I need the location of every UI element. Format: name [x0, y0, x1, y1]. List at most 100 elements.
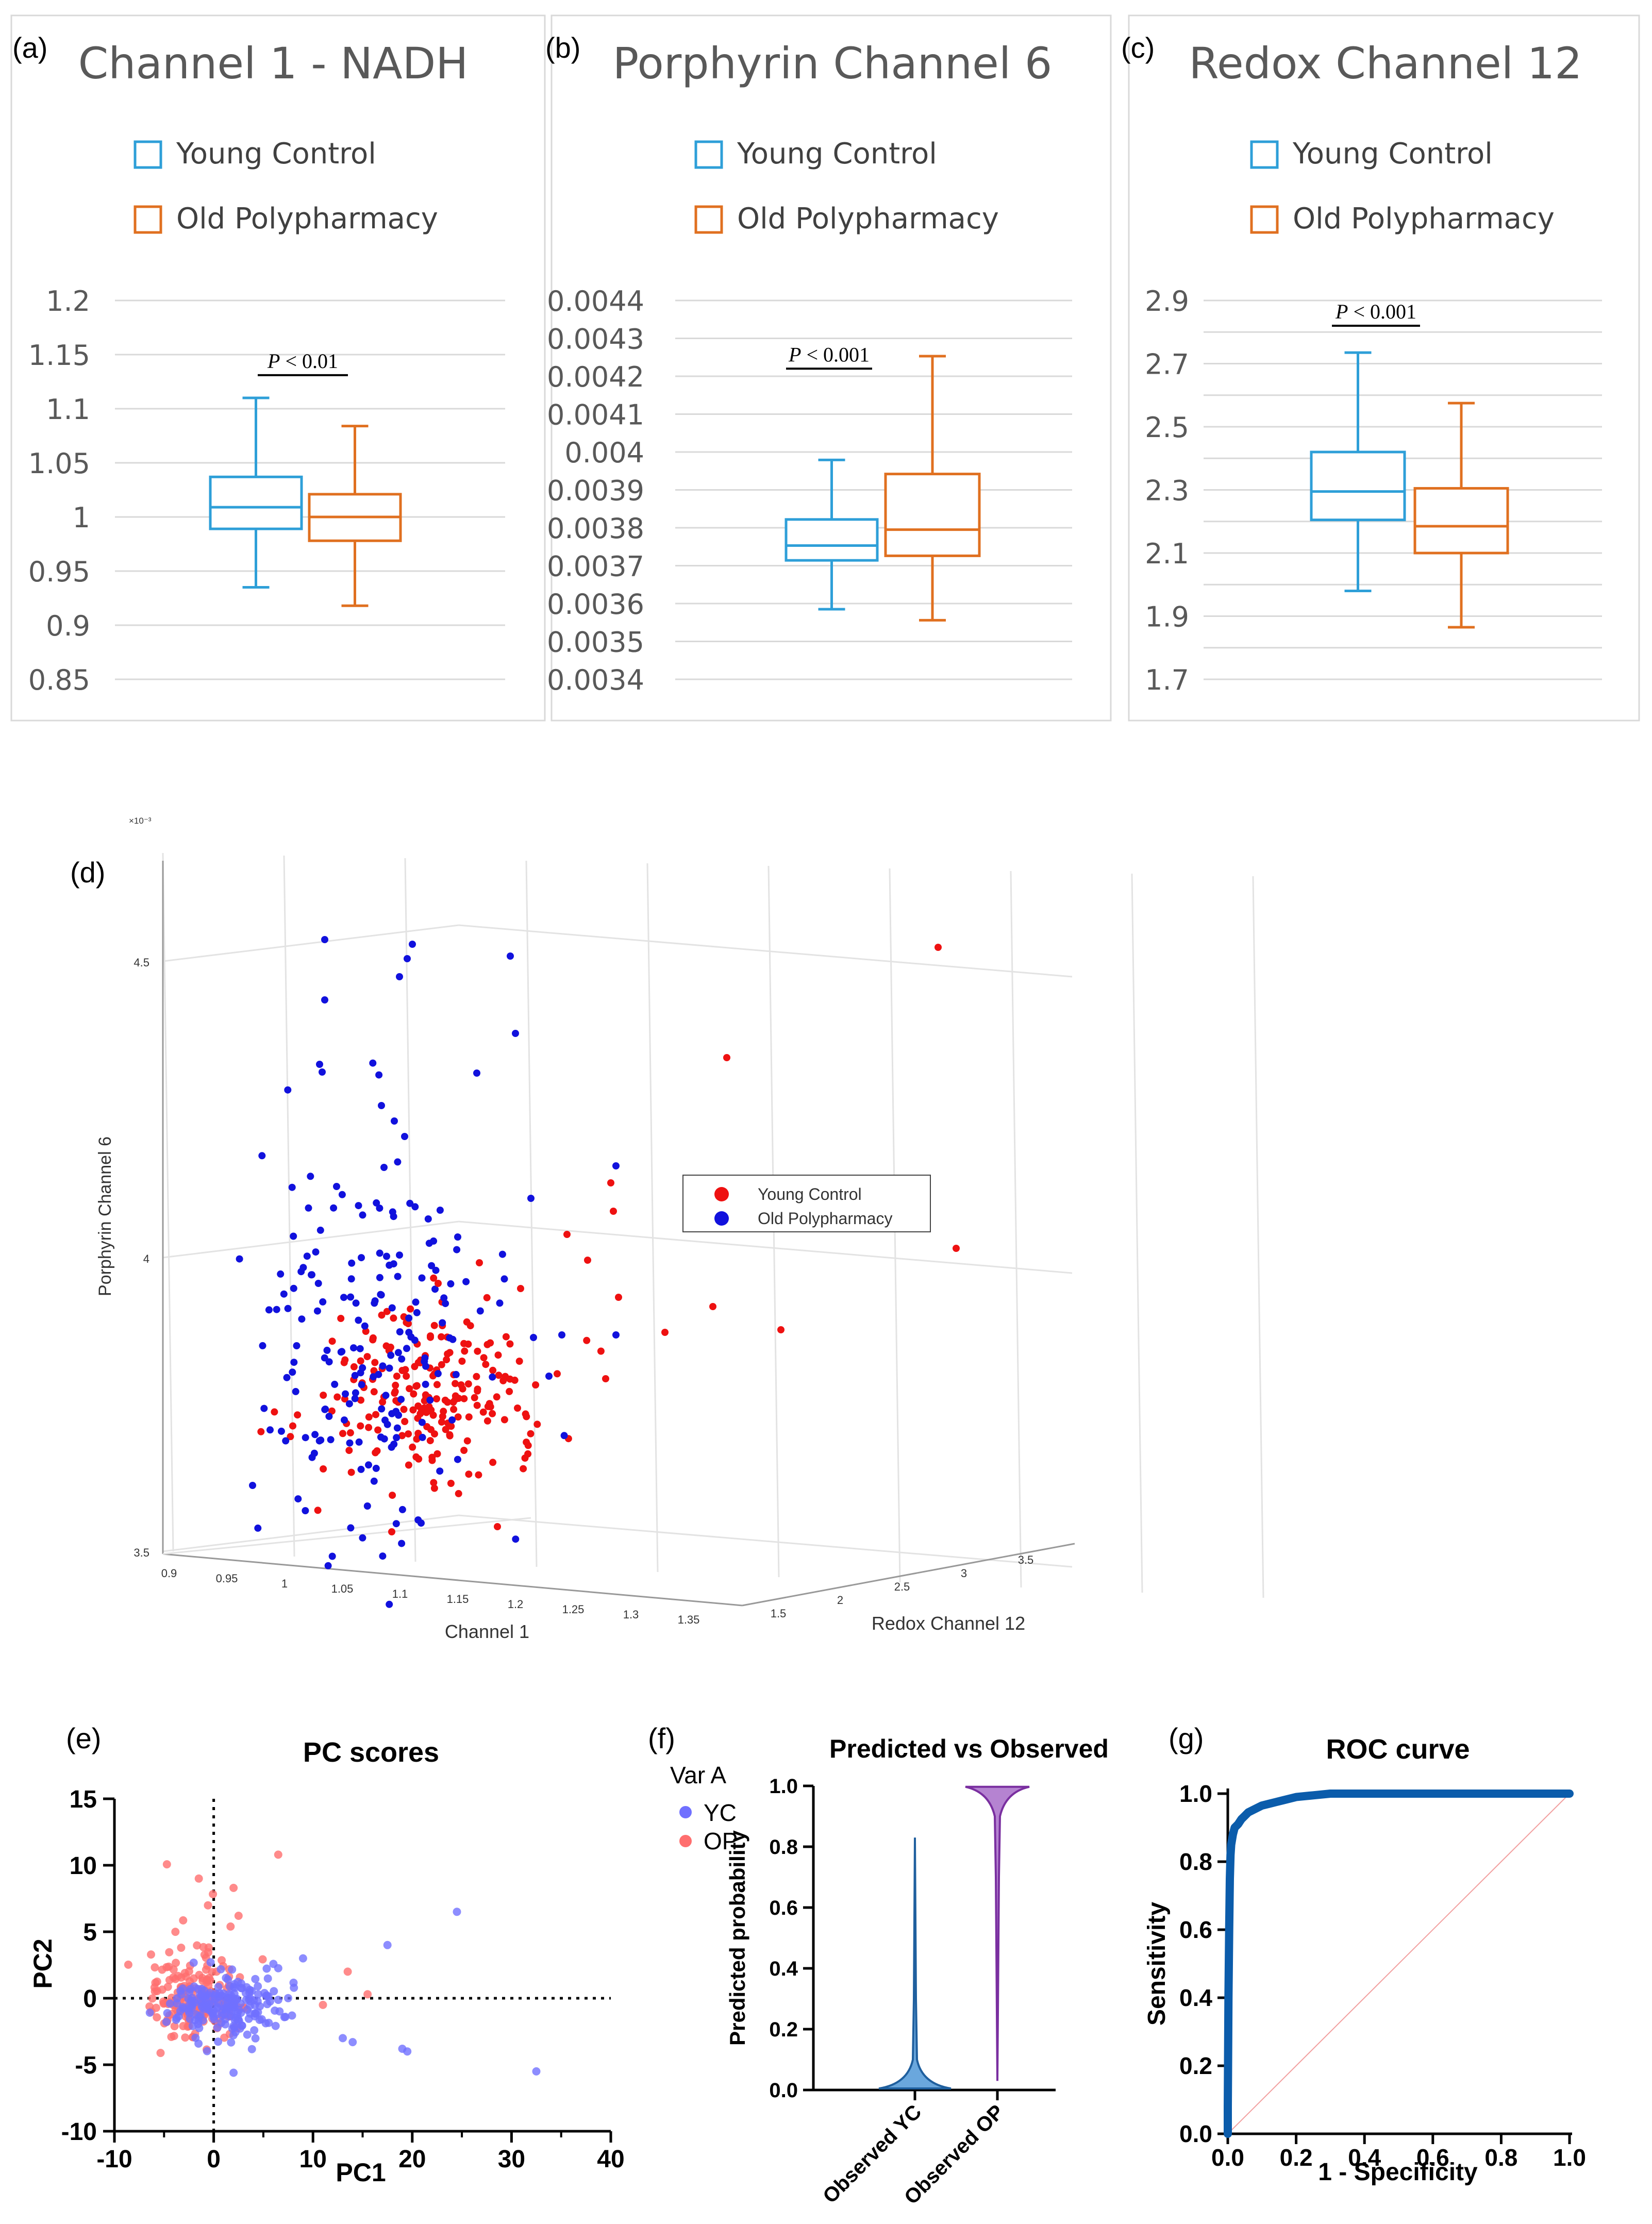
point-old-polypharmacy: [284, 1305, 292, 1312]
box-old: [884, 473, 981, 557]
point-old-polypharmacy: [277, 1270, 285, 1278]
chart-title: Channel 1 - NADH: [78, 38, 469, 89]
chart-title: Porphyrin Channel 6: [613, 38, 1053, 89]
point-young-control: [489, 1366, 497, 1374]
point-young-control: [328, 1337, 336, 1345]
point-old-polypharmacy: [390, 1213, 397, 1220]
point-old-polypharmacy: [358, 1381, 365, 1389]
point-old-polypharmacy: [355, 1438, 363, 1446]
point-yc: [186, 1985, 195, 1994]
y-tick-label: 0.0043: [547, 323, 644, 356]
legend-label: Young Control: [1292, 137, 1493, 171]
point-old-polypharmacy: [452, 1370, 460, 1378]
point-old-polypharmacy: [345, 1400, 353, 1408]
point-old-polypharmacy: [351, 1372, 359, 1379]
point-young-control: [333, 1393, 341, 1401]
point-old-polypharmacy: [424, 1215, 432, 1223]
point-young-control: [458, 1358, 466, 1365]
z-tick-label: 3.5: [134, 1546, 149, 1559]
point-old-polypharmacy: [369, 1059, 377, 1067]
box-chart-c: Redox Channel 12 Young Control Old Polypha…: [1145, 38, 1602, 696]
point-old-polypharmacy: [378, 1102, 385, 1109]
point-op: [208, 1968, 216, 1977]
point-old-polypharmacy: [317, 1436, 325, 1444]
point-young-control: [610, 1208, 617, 1215]
point-yc: [265, 1997, 274, 2006]
point-old-polypharmacy: [258, 1152, 266, 1160]
point-young-control: [433, 1450, 441, 1458]
point-yc: [260, 1988, 269, 1997]
point-young-control: [463, 1437, 471, 1445]
y-tick-label: 3.5: [1018, 1553, 1034, 1566]
point-yc: [162, 2017, 171, 2026]
legend-swatch-young: [1250, 140, 1279, 169]
point-op: [194, 1874, 203, 1883]
point-old-polypharmacy: [379, 1552, 387, 1560]
point-yc: [191, 2033, 200, 2042]
point-young-control: [423, 1423, 431, 1430]
point-old-polypharmacy: [311, 1431, 319, 1439]
point-op: [177, 1944, 186, 1952]
point-yc: [270, 1987, 278, 1996]
point-young-control: [289, 1422, 296, 1430]
point-young-control: [615, 1294, 622, 1301]
p-italic: P: [1335, 300, 1348, 323]
point-old-polypharmacy: [314, 1280, 322, 1287]
panel-a-frame: [10, 14, 546, 722]
point-yc: [255, 2016, 264, 2024]
z-tick-label: 4.5: [134, 956, 149, 969]
point-yc: [228, 2025, 237, 2033]
point-young-control: [464, 1380, 472, 1388]
point-young-control: [403, 1373, 410, 1380]
point-old-polypharmacy: [418, 1274, 426, 1282]
point-old-polypharmacy: [397, 1396, 405, 1403]
point-young-control: [935, 944, 942, 951]
point-yc: [263, 1974, 272, 1983]
point-young-control: [494, 1523, 501, 1530]
point-op: [147, 1950, 155, 1959]
point-young-control: [406, 1385, 413, 1393]
point-young-control: [460, 1447, 468, 1454]
x-tick-label: 1.05: [331, 1582, 354, 1595]
panel-label-c: (c): [1121, 31, 1155, 64]
y-axis-line: [742, 1543, 1075, 1607]
point-old-polypharmacy: [392, 1520, 400, 1528]
y-tick-label: 0.0037: [547, 550, 644, 583]
grid-line: [162, 924, 459, 962]
point-yc: [211, 1995, 220, 2003]
point-old-polypharmacy: [319, 1068, 326, 1076]
point-young-control: [953, 1245, 960, 1252]
point-old-polypharmacy: [386, 1600, 393, 1608]
legend-label: Young Control: [758, 1185, 862, 1203]
point-op: [181, 2033, 190, 2042]
point-old-polypharmacy: [290, 1359, 298, 1366]
point-yc: [205, 2006, 214, 2015]
point-old-polypharmacy: [436, 1467, 444, 1475]
point-young-control: [378, 1311, 386, 1319]
y-tick-label: -5: [75, 2052, 97, 2079]
point-old-polypharmacy: [355, 1316, 362, 1324]
panel-label-d: (d): [70, 856, 105, 889]
grid-line: [283, 855, 295, 1557]
point-old-polypharmacy: [254, 1524, 262, 1532]
point-young-control: [400, 1406, 408, 1413]
point-young-control: [401, 1418, 409, 1425]
point-young-control: [454, 1413, 462, 1421]
x-tick-label: 1.0: [1553, 2144, 1586, 2171]
point-old-polypharmacy: [347, 1524, 355, 1532]
point-young-control: [465, 1413, 473, 1421]
chart-title: Redox Channel 12: [1189, 38, 1582, 89]
violin-observed-op: [965, 1785, 1030, 2081]
point-old-polypharmacy: [331, 1380, 339, 1388]
point-yc: [271, 2021, 280, 2030]
point-old-polypharmacy: [347, 1293, 355, 1301]
point-yc: [185, 2009, 194, 2018]
chart-title: PC scores: [303, 1737, 439, 1768]
point-young-control: [363, 1353, 371, 1361]
point-old-polypharmacy: [370, 1373, 377, 1381]
point-old-polypharmacy: [277, 1427, 285, 1435]
point-old-polypharmacy: [446, 1334, 454, 1342]
point-young-control: [583, 1336, 591, 1344]
point-yc: [213, 2023, 222, 2032]
y-axis-label: Sensitivity: [1143, 1902, 1171, 2026]
